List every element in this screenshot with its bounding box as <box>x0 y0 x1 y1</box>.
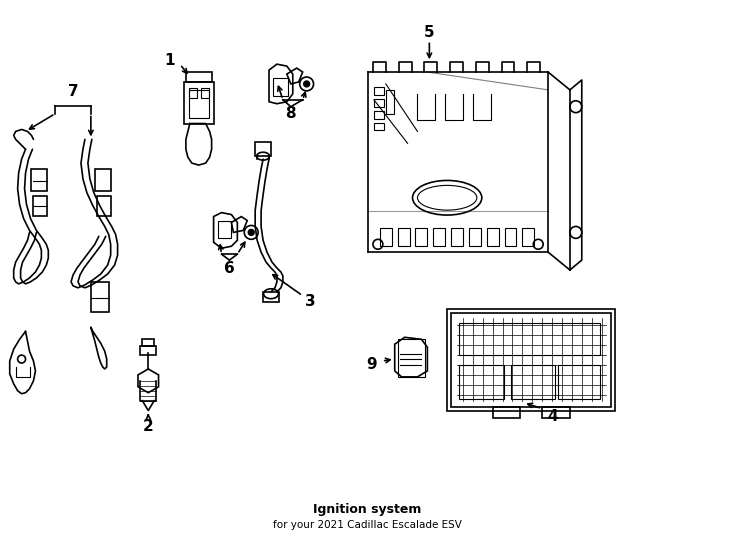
Bar <box>542 407 570 418</box>
Bar <box>374 99 384 107</box>
Bar <box>140 346 156 355</box>
Bar <box>459 365 504 399</box>
Bar <box>91 282 109 312</box>
Text: 3: 3 <box>305 294 316 309</box>
Bar <box>189 88 197 98</box>
Bar <box>34 196 47 215</box>
Bar <box>263 292 279 302</box>
Text: 7: 7 <box>68 84 79 99</box>
Bar <box>398 339 426 377</box>
Bar <box>95 169 111 191</box>
Text: 5: 5 <box>424 25 435 40</box>
Bar <box>184 82 214 124</box>
Bar <box>493 407 520 418</box>
Bar <box>451 313 611 407</box>
Bar <box>374 87 384 95</box>
Text: 9: 9 <box>367 356 377 372</box>
Bar <box>142 339 154 346</box>
Bar <box>386 90 393 113</box>
Bar <box>255 143 271 156</box>
Bar <box>200 88 208 98</box>
Bar <box>447 308 615 410</box>
Circle shape <box>304 81 310 87</box>
Bar <box>217 220 231 238</box>
Bar <box>415 228 427 246</box>
Bar <box>504 228 517 246</box>
Bar <box>374 123 384 131</box>
Bar <box>97 196 111 215</box>
Bar <box>459 323 600 355</box>
Bar <box>451 228 463 246</box>
Text: 2: 2 <box>143 419 153 434</box>
Bar <box>523 228 534 246</box>
Bar <box>487 228 498 246</box>
Bar <box>558 365 600 399</box>
Bar <box>374 111 384 119</box>
Text: 4: 4 <box>548 409 559 424</box>
Bar <box>186 72 211 82</box>
Bar <box>380 228 392 246</box>
Text: 1: 1 <box>165 53 175 68</box>
Text: 8: 8 <box>286 106 296 121</box>
Bar <box>398 228 410 246</box>
Bar <box>32 169 47 191</box>
Text: 6: 6 <box>224 260 235 275</box>
Bar <box>189 90 208 118</box>
Bar <box>469 228 481 246</box>
Bar <box>433 228 446 246</box>
Text: for your 2021 Cadillac Escalade ESV: for your 2021 Cadillac Escalade ESV <box>272 521 462 530</box>
Bar <box>273 78 288 96</box>
Bar <box>511 365 555 399</box>
Circle shape <box>248 230 254 235</box>
Text: Ignition system: Ignition system <box>313 503 421 516</box>
